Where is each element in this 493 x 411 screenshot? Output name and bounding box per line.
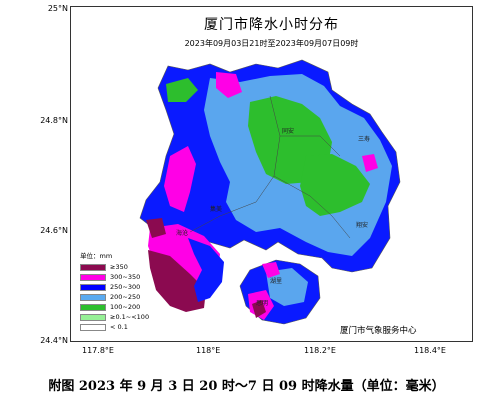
blue-belt-southwest: [188, 238, 224, 302]
lat-tick: 24.4°N: [40, 336, 68, 345]
map-title: 厦门市降水小时分布: [204, 17, 339, 33]
lon-tick: 118°E: [196, 346, 221, 355]
green-zone-west: [166, 78, 198, 102]
legend-title: 单位：mm: [80, 252, 113, 260]
legend-swatch: [80, 293, 106, 301]
legend-item: 250~300: [80, 282, 149, 292]
legend-swatch: [80, 273, 106, 281]
legend-swatch: [80, 323, 106, 331]
precipitation-map: [139, 59, 401, 325]
place-label: 同安: [282, 128, 295, 135]
island-magenta-north: [262, 262, 280, 278]
place-label: 三寿: [358, 136, 371, 143]
maroon-zone-southwest: [148, 250, 206, 312]
legend-item: < 0.1: [80, 322, 149, 332]
place-label: 湖里: [270, 278, 283, 285]
lat-tick: 25°N: [47, 4, 68, 13]
place-label: 海沧: [176, 230, 189, 237]
green-zone-east: [300, 154, 370, 216]
legend-swatch: [80, 303, 106, 311]
place-label: 翔安: [356, 222, 369, 229]
legend-item: ≥0.1~<100: [80, 312, 149, 322]
legend-item: 300~350: [80, 272, 149, 282]
legend-item: 100~200: [80, 302, 149, 312]
island-light-blue: [266, 268, 308, 306]
legend-item: 200~250: [80, 292, 149, 302]
lon-tick: 118.2°E: [304, 346, 336, 355]
figure-caption: 附图 2023 年 9 月 3 日 20 时～7 日 09 时降水量（单位：毫米…: [48, 379, 445, 394]
lat-tick: 24.6°N: [40, 226, 68, 235]
legend-item: ≥350: [80, 262, 149, 272]
lat-tick: 24.8°N: [40, 116, 68, 125]
magenta-zone-north: [216, 72, 242, 98]
place-label: 思明: [256, 300, 269, 307]
magenta-zone-west: [164, 146, 196, 212]
magenta-zone-east: [362, 154, 378, 172]
legend-swatch: [80, 313, 106, 321]
map-legend: 单位：mm ≥350 300~350 250~300 200~250 100~2…: [80, 250, 149, 332]
maroon-zone-west: [146, 218, 166, 238]
legend-swatch: [80, 283, 106, 291]
agency-label: 厦门市气象服务中心: [340, 326, 417, 336]
district-boundaries: [189, 95, 351, 239]
lon-tick: 117.8°E: [82, 346, 114, 355]
place-label: 集美: [210, 206, 223, 213]
lon-tick: 118.4°E: [414, 346, 446, 355]
map-subtitle: 2023年09月03日21时至2023年09月07日09时: [184, 39, 359, 48]
island-maroon: [252, 300, 266, 318]
legend-swatch: [80, 263, 106, 271]
